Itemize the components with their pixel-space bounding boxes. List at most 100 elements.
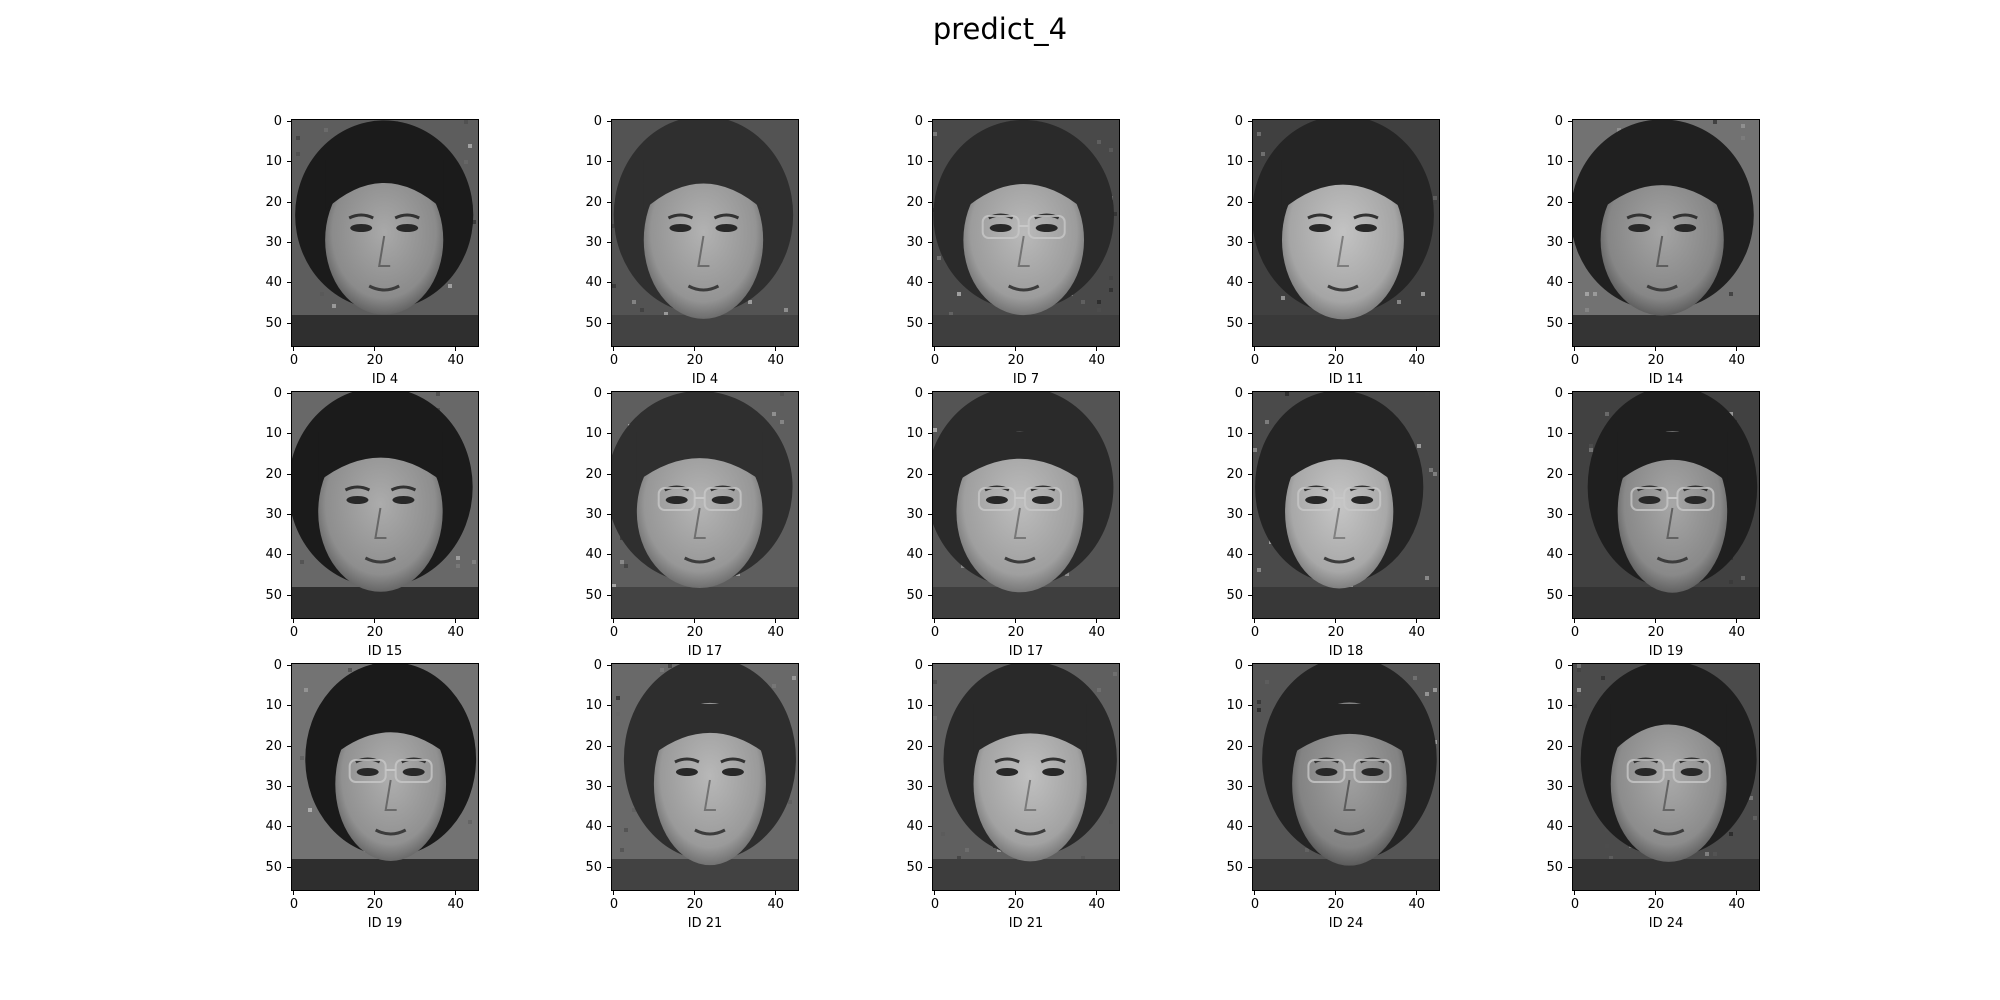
- y-tick: 30: [1533, 779, 1573, 794]
- x-tick-label: 0: [930, 353, 940, 368]
- y-tick-label: 20: [906, 194, 923, 210]
- y-tick-mark: [1568, 866, 1573, 868]
- y-tick: 40: [893, 275, 933, 290]
- y-tick-mark: [287, 433, 292, 435]
- y-tick-mark: [1248, 242, 1253, 244]
- x-tick-mark: [1415, 890, 1417, 895]
- y-tick: 10: [1533, 154, 1573, 170]
- x-tick-label: 20: [366, 625, 384, 640]
- y-tick-label: 10: [1226, 154, 1243, 170]
- y-tick-label: 30: [265, 235, 282, 251]
- y-tick-label: 40: [1546, 547, 1563, 563]
- y-tick-mark: [928, 665, 933, 667]
- face-panel: 0 10 20 30 40 50 0 20 40 ID 4: [265, 114, 622, 410]
- y-tick-label: 50: [1546, 587, 1563, 603]
- x-tick-mark: [293, 618, 295, 623]
- panel-caption: ID 14: [1648, 372, 1684, 387]
- y-tick-mark: [287, 745, 292, 747]
- face-image: [933, 120, 1119, 346]
- face-panel: 0 10 20 30 40 50 0 20 40 ID 24: [1546, 658, 1903, 954]
- y-tick-label: 30: [1226, 507, 1243, 523]
- y-tick-label: 0: [593, 386, 602, 402]
- figure-title: predict_4: [932, 12, 1068, 46]
- y-tick: 0: [252, 114, 292, 129]
- x-tick-mark: [454, 890, 456, 895]
- y-tick-label: 20: [1226, 738, 1243, 754]
- y-tick-mark: [287, 786, 292, 788]
- y-tick-mark: [928, 242, 933, 244]
- y-tick-mark: [1568, 473, 1573, 475]
- y-tick: 50: [252, 588, 292, 603]
- y-tick: 50: [572, 860, 612, 875]
- face-panel: 0 10 20 30 40 50 0 20 40 ID 17: [906, 386, 1263, 682]
- panel-caption: ID 21: [1008, 916, 1044, 931]
- y-tick-label: 40: [906, 547, 923, 563]
- x-tick-mark: [1014, 890, 1016, 895]
- y-tick: 0: [572, 658, 612, 673]
- y-tick-label: 40: [585, 275, 602, 291]
- x-tick-mark: [1574, 346, 1576, 351]
- y-tick-label: 30: [585, 779, 602, 795]
- x-tick-label: 0: [289, 897, 299, 912]
- x-tick-mark: [1574, 890, 1576, 895]
- y-tick-mark: [928, 705, 933, 707]
- y-tick: 50: [893, 587, 933, 603]
- y-tick-mark: [287, 594, 292, 596]
- y-tick-label: 10: [906, 154, 923, 170]
- y-tick-label: 50: [1226, 859, 1243, 875]
- y-tick-label: 10: [1546, 154, 1563, 170]
- y-tick-label: 50: [906, 315, 923, 331]
- x-tick-mark: [1654, 890, 1656, 895]
- x-tick-mark: [454, 618, 456, 623]
- x-tick-mark: [1095, 890, 1097, 895]
- x-tick-mark: [1735, 890, 1737, 895]
- y-tick-mark: [607, 594, 612, 596]
- y-tick-mark: [928, 282, 933, 284]
- y-tick-mark: [1248, 473, 1253, 475]
- y-tick-label: 10: [585, 426, 602, 442]
- y-tick-mark: [607, 322, 612, 324]
- y-tick-label: 10: [906, 426, 923, 442]
- x-tick-label: 40: [767, 625, 785, 640]
- y-tick: 30: [252, 779, 292, 794]
- y-tick: 10: [572, 426, 612, 442]
- y-tick: 10: [252, 154, 292, 169]
- y-tick-label: 50: [1546, 859, 1563, 875]
- y-tick-mark: [1568, 705, 1573, 707]
- y-tick-mark: [1568, 393, 1573, 395]
- x-tick-label: 0: [1250, 353, 1260, 368]
- x-tick-mark: [774, 346, 776, 351]
- y-tick: 20: [572, 195, 612, 210]
- y-tick-mark: [287, 866, 292, 868]
- panel-caption: ID 24: [1328, 916, 1364, 931]
- y-tick-label: 20: [1546, 738, 1563, 754]
- y-tick-mark: [607, 514, 612, 516]
- y-tick: 0: [1533, 114, 1573, 129]
- y-tick: 10: [893, 698, 933, 713]
- y-tick-mark: [1568, 201, 1573, 203]
- y-tick-label: 50: [906, 587, 923, 603]
- x-tick-mark: [1254, 346, 1256, 351]
- face-panel: 0 10 20 30 40 50 0 20 40 ID 11: [1226, 114, 1583, 410]
- y-tick-label: 20: [585, 466, 602, 482]
- x-tick-label: 0: [289, 353, 299, 368]
- x-tick-label: 0: [289, 625, 299, 640]
- y-tick-mark: [928, 473, 933, 475]
- y-tick: 50: [1533, 316, 1573, 331]
- y-tick-mark: [1568, 554, 1573, 556]
- y-tick-label: 50: [585, 587, 602, 603]
- y-tick-label: 0: [273, 658, 282, 674]
- y-tick-mark: [607, 554, 612, 556]
- y-tick-label: 10: [1546, 698, 1563, 714]
- y-tick-mark: [1248, 705, 1253, 707]
- y-tick: 0: [1213, 658, 1253, 673]
- y-tick-mark: [1248, 745, 1253, 747]
- x-tick-mark: [934, 346, 936, 351]
- y-tick-label: 10: [1226, 426, 1243, 442]
- x-tick-label: 40: [1408, 897, 1426, 912]
- face-panel: 0 10 20 30 40 50 0 20 40 ID 18: [1226, 386, 1583, 682]
- y-tick-mark: [1248, 433, 1253, 435]
- y-tick: 20: [1533, 466, 1573, 482]
- y-tick-mark: [928, 161, 933, 163]
- y-tick-label: 20: [1546, 466, 1563, 482]
